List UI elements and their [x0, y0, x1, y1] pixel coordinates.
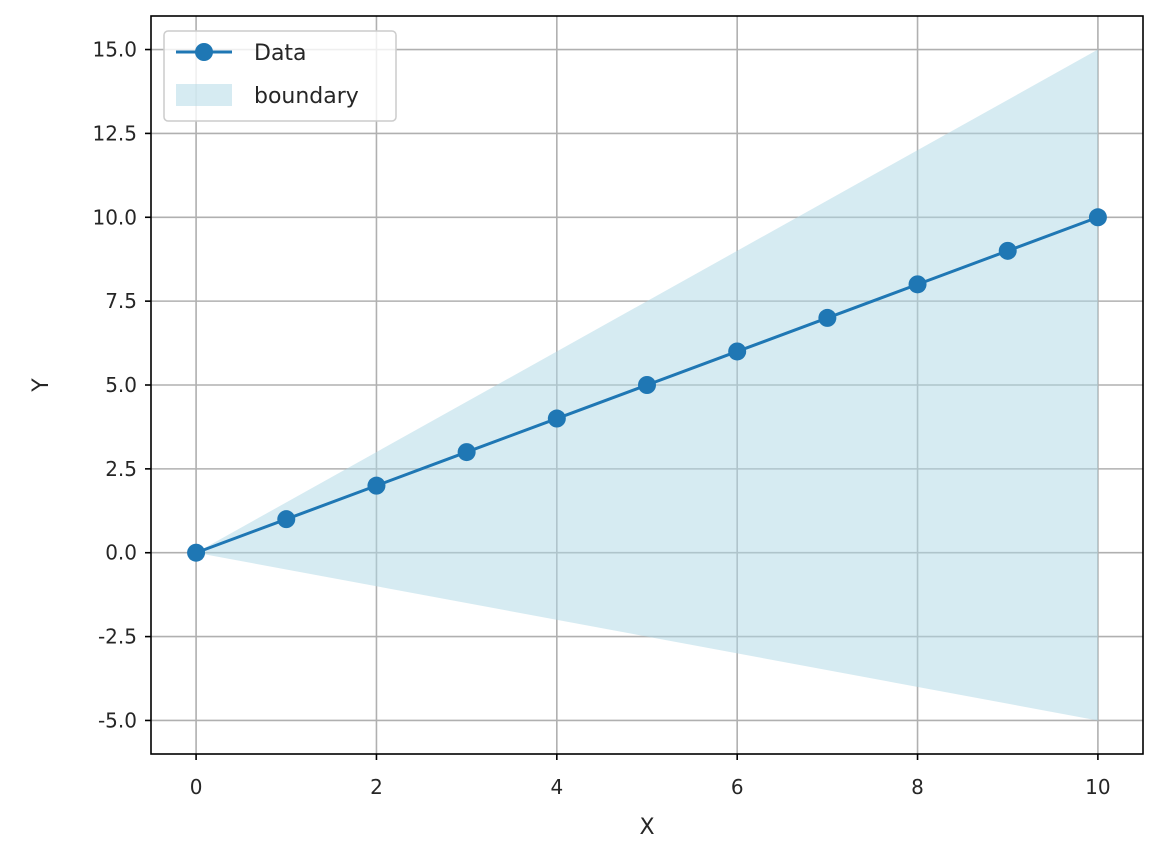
x-tick-label-5: 10	[1085, 775, 1110, 799]
y-tick-label-1: -2.5	[98, 625, 137, 649]
x-tick-label-2: 4	[550, 775, 563, 799]
data-point-7[interactable]	[818, 308, 837, 327]
data-point-3[interactable]	[457, 443, 476, 462]
x-tick-label-0: 0	[190, 775, 203, 799]
data-point-6[interactable]	[728, 342, 747, 361]
y-tick-label-8: 15.0	[92, 38, 137, 62]
series-layer	[187, 208, 1107, 562]
x-tick-label-4: 8	[911, 775, 924, 799]
data-point-9[interactable]	[998, 241, 1017, 260]
legend[interactable]: Data boundary	[163, 30, 397, 122]
legend-data-marker	[195, 43, 213, 61]
legend-label-data: Data	[254, 41, 307, 66]
y-tick-label-5: 7.5	[105, 289, 137, 313]
y-axis-label: Y	[29, 378, 54, 393]
data-point-4[interactable]	[547, 409, 566, 428]
y-tick-label-6: 10.0	[92, 205, 137, 229]
x-tick-label-1: 2	[370, 775, 383, 799]
y-tick-label-2: 0.0	[105, 541, 137, 565]
x-tick-label-3: 6	[731, 775, 744, 799]
legend-boundary-patch	[176, 84, 232, 106]
x-axis-ticks: 0 2 4 6 8 10	[190, 754, 1111, 799]
legend-label-boundary: boundary	[254, 84, 359, 109]
data-point-10[interactable]	[1088, 208, 1107, 227]
data-point-0[interactable]	[187, 543, 206, 562]
y-tick-label-4: 5.0	[105, 373, 137, 397]
y-tick-label-3: 2.5	[105, 457, 137, 481]
data-point-5[interactable]	[638, 376, 656, 394]
y-tick-label-7: 12.5	[92, 121, 137, 145]
x-axis-label: X	[639, 815, 654, 840]
data-point-1[interactable]	[277, 510, 296, 529]
data-point-2[interactable]	[367, 476, 386, 495]
y-tick-label-0: -5.0	[98, 708, 137, 732]
y-axis-ticks: -5.0 -2.5 0.0 2.5 5.0 7.5 10.0 12.5 15.0	[92, 38, 151, 732]
data-point-8[interactable]	[908, 275, 927, 294]
